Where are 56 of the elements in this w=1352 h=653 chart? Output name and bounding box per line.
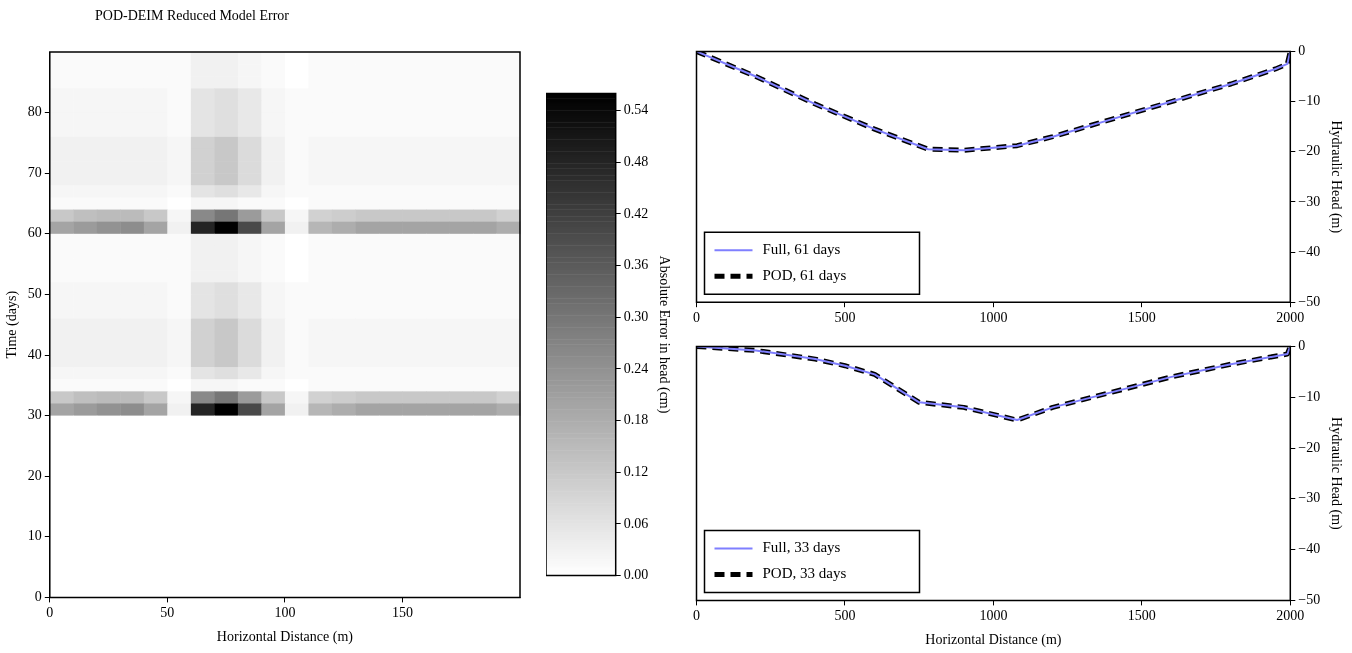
color-bar-label: 0.12: [623, 463, 649, 479]
x-axis-title: Horizontal Distance (m): [925, 632, 1062, 649]
x-tick-label: 1500: [1127, 608, 1156, 624]
x-tick-label: 1500: [1127, 310, 1156, 326]
x-tick-label: 0: [693, 608, 700, 624]
legend-label: Full, 61 days: [762, 241, 841, 258]
x-tick-label: 50: [160, 605, 175, 621]
y-tick-label: −10: [1298, 388, 1321, 404]
color-bar-label: 0.48: [623, 153, 649, 169]
y-axis-title: Time (days): [4, 290, 21, 359]
y-tick-label: −30: [1298, 193, 1321, 209]
legend-label: Full, 33 days: [762, 539, 841, 556]
x-axis-title: Horizontal Distance (m): [216, 629, 354, 646]
legend-label: POD, 33 days: [762, 565, 847, 582]
y-tick-label: 40: [27, 346, 42, 362]
x-tick-label: 2000: [1276, 608, 1305, 624]
y-tick-label: 20: [27, 467, 42, 483]
y-tick-label: −40: [1298, 243, 1321, 259]
color-bar-label: 0.00: [623, 567, 649, 583]
y-tick-label: 60: [27, 225, 42, 241]
y-tick-label: −50: [1298, 592, 1321, 608]
y-tick-label: −20: [1298, 143, 1321, 159]
y-tick-label: 50: [27, 286, 42, 302]
y-tick-label: −30: [1298, 490, 1321, 506]
y-tick-label: 70: [27, 164, 42, 180]
x-tick-label: 100: [274, 605, 296, 621]
x-tick-label: 0: [693, 310, 700, 326]
x-tick-label: 2000: [1276, 310, 1305, 326]
color-bar-label: 0.30: [623, 308, 649, 324]
chart-title: POD-DEIM Reduced Model Error: [95, 8, 290, 24]
y-tick-label: 0: [1298, 338, 1306, 354]
y-axis-title: Hydraulic Head (m): [1327, 120, 1344, 234]
y-tick-label: −20: [1298, 439, 1321, 455]
color-bar-label: 0.54: [623, 102, 649, 118]
x-tick-label: 150: [391, 605, 413, 621]
y-axis-title: Hydraulic Head (m): [1327, 417, 1344, 531]
x-tick-label: 0: [46, 605, 54, 621]
y-tick-label: −40: [1298, 541, 1321, 557]
color-bar-label: 0.18: [623, 412, 649, 428]
y-tick-label: 10: [27, 528, 42, 544]
y-tick-label: 0: [1298, 43, 1306, 59]
color-bar-label: 0.24: [623, 360, 649, 376]
x-tick-label: 1000: [979, 310, 1008, 326]
legend-label: POD, 61 days: [762, 267, 847, 284]
y-tick-label: 80: [27, 104, 42, 120]
x-tick-label: 1000: [979, 608, 1008, 624]
color-bar-title: Absolute Error in head (cm): [655, 255, 672, 414]
y-tick-label: −10: [1298, 93, 1321, 109]
x-tick-label: 500: [834, 608, 856, 624]
color-bar-label: 0.06: [623, 515, 649, 531]
x-tick-label: 500: [834, 310, 856, 326]
color-bar-label: 0.36: [623, 257, 649, 273]
y-tick-label: −50: [1298, 293, 1321, 309]
y-tick-label: 30: [27, 407, 42, 423]
y-tick-label: 0: [34, 589, 42, 605]
color-bar-label: 0.42: [623, 205, 649, 221]
